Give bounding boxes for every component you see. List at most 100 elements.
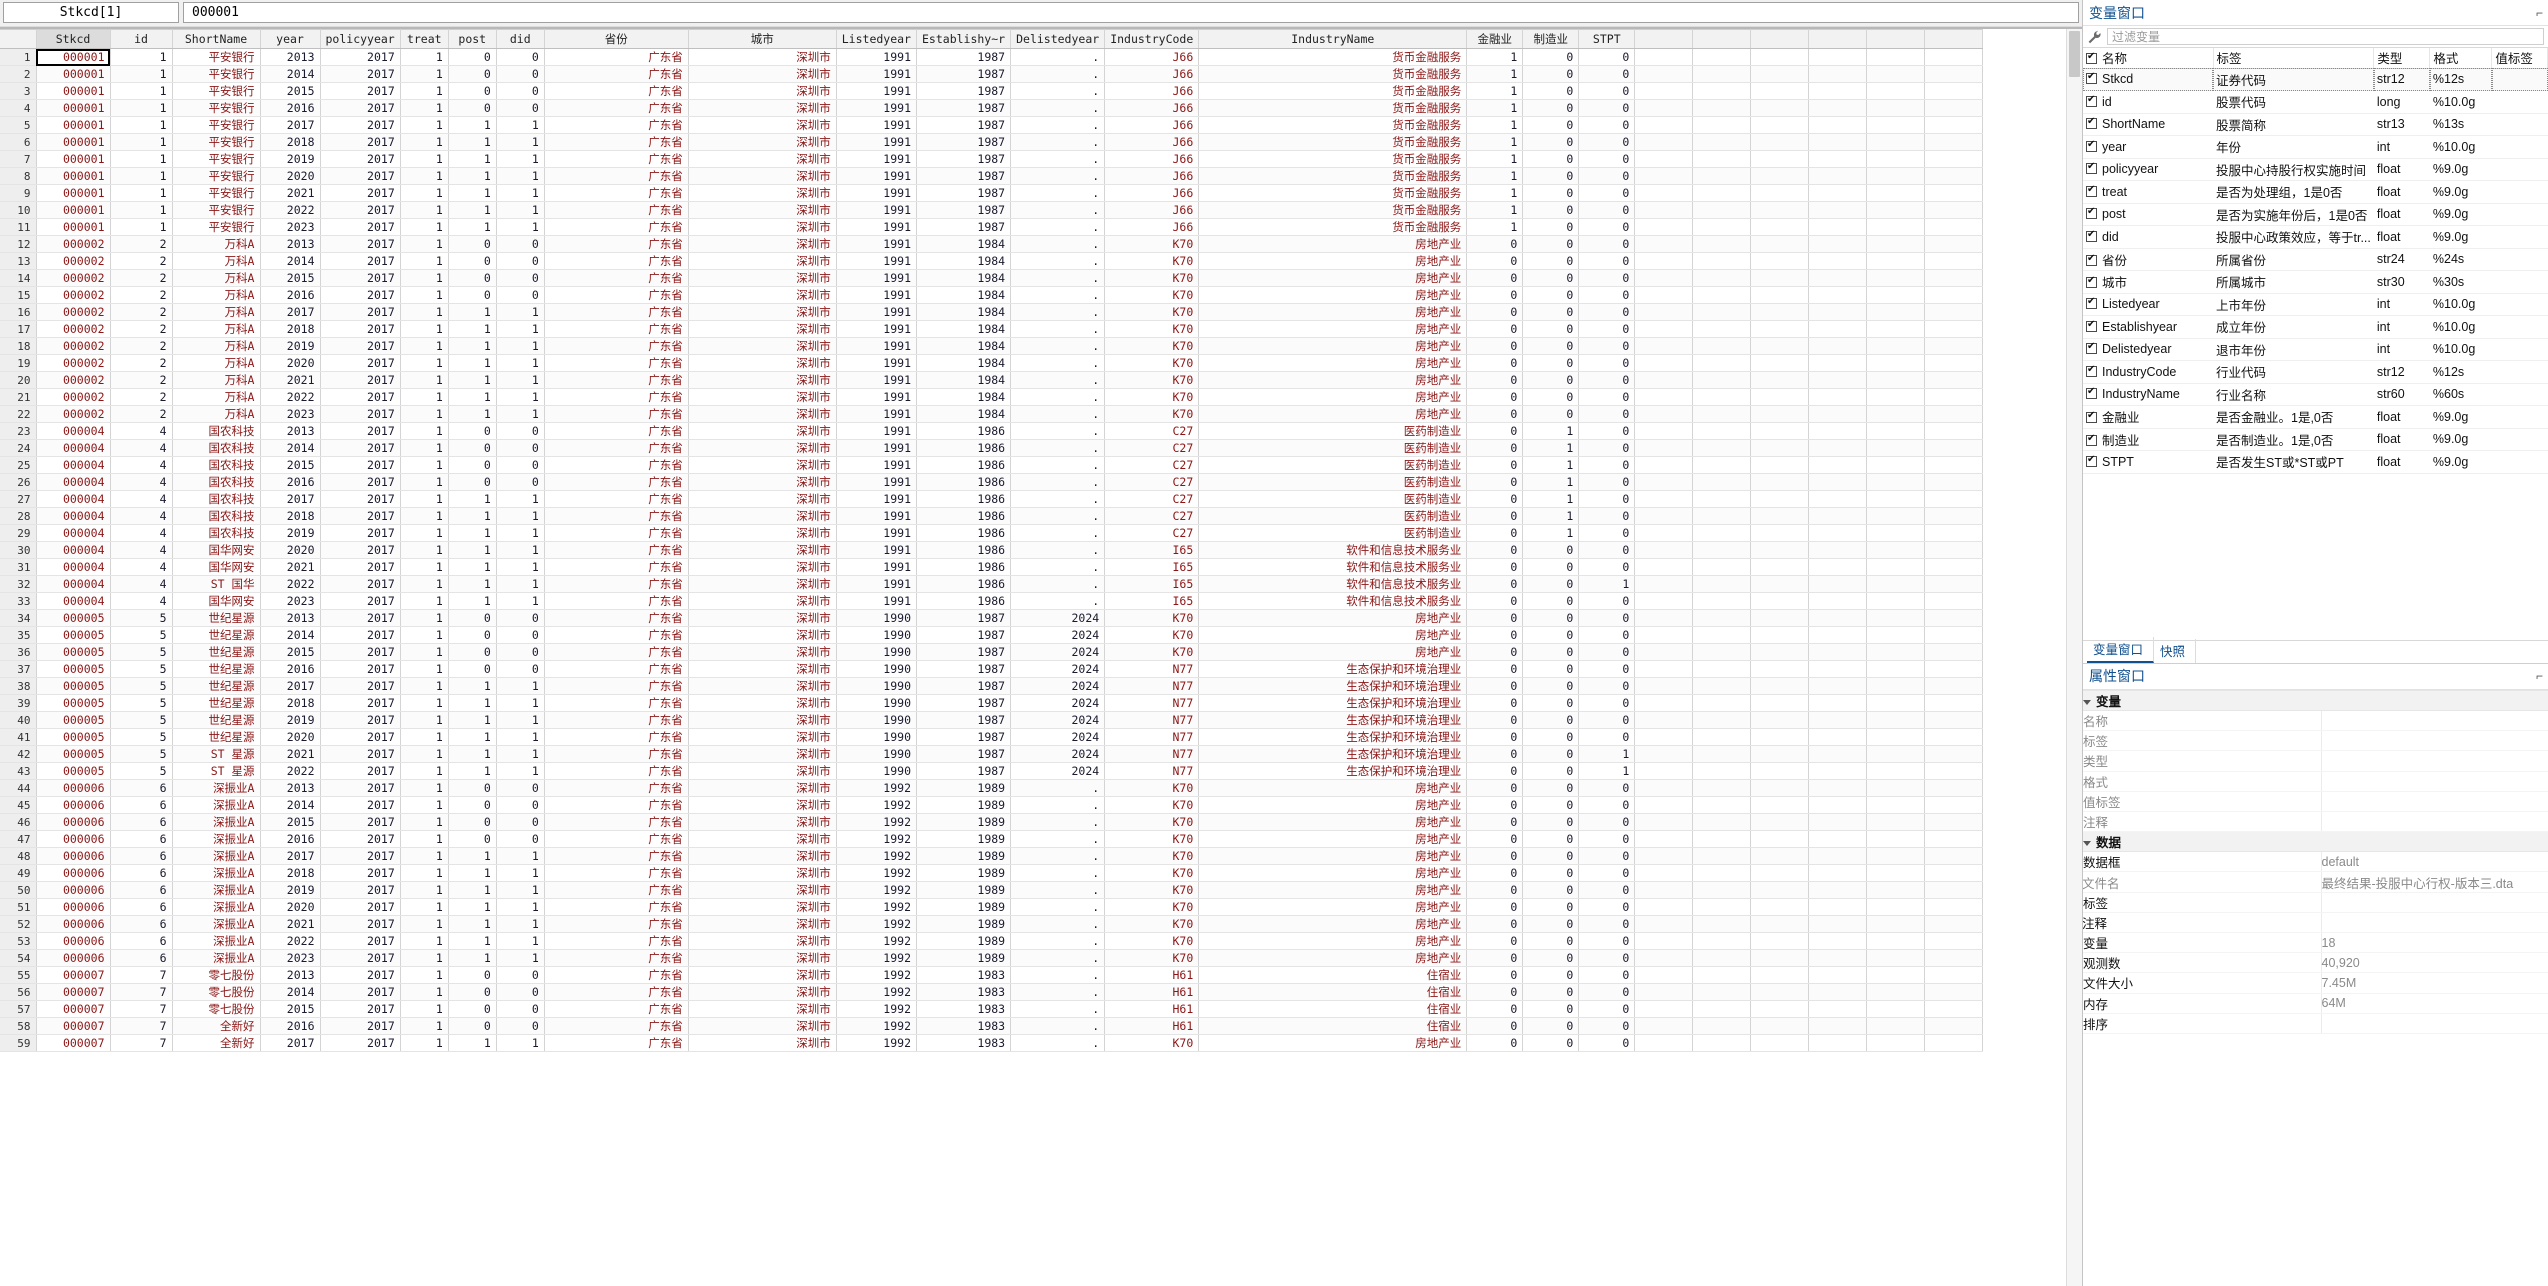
cell-Establishyear[interactable]: 1987 — [916, 150, 1012, 168]
variable-valuelabel-cell[interactable] — [2491, 315, 2548, 339]
cell-treat[interactable]: 1 — [400, 864, 449, 882]
cell-year[interactable]: 2020 — [260, 728, 321, 746]
cell-did[interactable]: 0 — [496, 456, 545, 474]
cell-year[interactable]: 2017 — [260, 1034, 321, 1052]
column-header-city[interactable]: 城市 — [688, 29, 837, 49]
cell-IndustryName[interactable]: 软件和信息技术服务业 — [1198, 592, 1468, 610]
cell-Listedyear[interactable]: 1991 — [836, 354, 918, 372]
cell-STPT[interactable]: 0 — [1578, 65, 1636, 83]
cell-Stkcd[interactable]: 000001 — [36, 116, 111, 134]
cell-did[interactable]: 1 — [496, 490, 545, 508]
column-header-did[interactable]: did — [496, 29, 545, 49]
cell-Delistedyear[interactable]: . — [1010, 779, 1106, 797]
variable-label-cell[interactable]: 是否为处理组，1是0否 — [2213, 180, 2374, 204]
cell-IndustryName[interactable]: 住宿业 — [1198, 983, 1468, 1001]
cell-year[interactable]: 2015 — [260, 813, 321, 831]
variable-type-cell[interactable]: str24 — [2373, 248, 2430, 271]
cell-post[interactable]: 0 — [448, 235, 497, 253]
cell-policyyear[interactable]: 2017 — [320, 864, 401, 882]
variable-name-cell[interactable]: ShortName — [2083, 113, 2213, 136]
cell-treat[interactable]: 1 — [400, 439, 449, 457]
cell-Listedyear[interactable]: 1992 — [836, 847, 918, 865]
cell-finance[interactable]: 0 — [1466, 456, 1524, 474]
variable-name-cell[interactable]: IndustryCode — [2083, 360, 2213, 384]
cell-Establishyear[interactable]: 1986 — [916, 507, 1012, 525]
table-row[interactable]: 15 000002 2 万科A 2016 2017 1 0 0 广东省 深圳市 1991 1984. K7… — [0, 286, 1984, 304]
cell-Establishyear[interactable]: 1989 — [916, 915, 1012, 933]
table-row[interactable]: 31 000004 4 国华网安 2021 2017 1 1 1 广东省 深圳市 1991 1986. I… — [0, 558, 1984, 576]
cell-treat[interactable]: 1 — [400, 660, 449, 678]
cell-Stkcd[interactable]: 000007 — [36, 966, 111, 984]
column-header-pad4[interactable] — [1808, 29, 1868, 49]
cell-did[interactable]: 0 — [496, 269, 545, 287]
cell-post[interactable]: 0 — [448, 48, 497, 66]
cell-post[interactable]: 0 — [448, 99, 497, 117]
table-row[interactable]: 48 000006 6 深振业A 2017 2017 1 1 1 广东省 深圳市 1992 1989. K… — [0, 847, 1984, 865]
cell-city[interactable]: 深圳市 — [688, 609, 837, 627]
cell-manufacture[interactable]: 0 — [1522, 660, 1580, 678]
cell-policyyear[interactable]: 2017 — [320, 490, 401, 508]
cell-policyyear[interactable]: 2017 — [320, 473, 401, 491]
cell-post[interactable]: 0 — [448, 626, 497, 644]
cell-id[interactable]: 5 — [110, 609, 173, 627]
cell-STPT[interactable]: 0 — [1578, 405, 1636, 423]
cell-Listedyear[interactable]: 1991 — [836, 252, 918, 270]
table-row[interactable]: 42 000005 5 ST 星源 2021 2017 1 1 1 广东省 深圳市 1990 1987 2… — [0, 745, 1984, 763]
property-value[interactable] — [2321, 710, 2548, 732]
cell-Delistedyear[interactable]: . — [1010, 966, 1106, 984]
cell-policyyear[interactable]: 2017 — [320, 439, 401, 457]
cell-city[interactable]: 深圳市 — [688, 643, 837, 661]
cell-Delistedyear[interactable]: 2024 — [1010, 762, 1106, 780]
table-row[interactable]: 25 000004 4 国农科技 2015 2017 1 0 0 广东省 深圳市 1991 1986. C… — [0, 456, 1984, 474]
cell-id[interactable]: 5 — [110, 728, 173, 746]
cell-did[interactable]: 1 — [496, 694, 545, 712]
cell-Stkcd[interactable]: 000005 — [36, 643, 111, 661]
cell-id[interactable]: 2 — [110, 371, 173, 389]
variable-visible-checkbox[interactable] — [2086, 161, 2097, 175]
cell-did[interactable]: 1 — [496, 541, 545, 559]
cell-id[interactable]: 6 — [110, 898, 173, 916]
table-row[interactable]: 59 000007 7 全新好 2017 2017 1 1 1 广东省 深圳市 1992 1983. K7… — [0, 1034, 1984, 1052]
cell-Establishyear[interactable]: 1986 — [916, 558, 1012, 576]
cell-Establishyear[interactable]: 1987 — [916, 745, 1012, 763]
cell-IndustryCode[interactable]: K70 — [1104, 354, 1200, 372]
cell-Listedyear[interactable]: 1992 — [836, 932, 918, 950]
cell-Delistedyear[interactable]: . — [1010, 558, 1106, 576]
variable-valuelabel-cell[interactable] — [2491, 293, 2548, 316]
cell-Listedyear[interactable]: 1991 — [836, 405, 918, 423]
cell-year[interactable]: 2015 — [260, 456, 321, 474]
cell-city[interactable]: 深圳市 — [688, 813, 837, 831]
column-header-policyyear[interactable]: policyyear — [320, 29, 401, 49]
cell-treat[interactable]: 1 — [400, 116, 449, 134]
cell-IndustryCode[interactable]: N77 — [1104, 745, 1200, 763]
cell-post[interactable]: 0 — [448, 252, 497, 270]
cell-finance[interactable]: 0 — [1466, 388, 1524, 406]
cell-id[interactable]: 1 — [110, 150, 173, 168]
row-number[interactable]: 39 — [0, 694, 37, 712]
cell-finance[interactable]: 0 — [1466, 983, 1524, 1001]
cell-Delistedyear[interactable]: . — [1010, 167, 1106, 185]
cell-STPT[interactable]: 0 — [1578, 660, 1636, 678]
row-number[interactable]: 53 — [0, 932, 37, 950]
cell-city[interactable]: 深圳市 — [688, 524, 837, 542]
cell-IndustryName[interactable]: 生态保护和环境治理业 — [1198, 762, 1468, 780]
cell-Listedyear[interactable]: 1991 — [836, 286, 918, 304]
table-row[interactable]: 12 000002 2 万科A 2013 2017 1 0 0 广东省 深圳市 1991 1984. K7… — [0, 235, 1984, 253]
cell-did[interactable]: 1 — [496, 201, 545, 219]
cell-did[interactable]: 0 — [496, 422, 545, 440]
cell-id[interactable]: 6 — [110, 881, 173, 899]
cell-post[interactable]: 1 — [448, 541, 497, 559]
cell-id[interactable]: 2 — [110, 269, 173, 287]
variable-visible-checkbox[interactable] — [2086, 364, 2097, 377]
variable-format-cell[interactable]: %24s — [2429, 248, 2492, 271]
cell-year[interactable]: 2014 — [260, 796, 321, 814]
cell-did[interactable]: 0 — [496, 1017, 545, 1035]
row-number[interactable]: 46 — [0, 813, 37, 831]
property-value[interactable]: 最终结果-投服中心行权-版本三.dta — [2321, 871, 2548, 893]
cell-Stkcd[interactable]: 000001 — [36, 99, 111, 117]
cell-city[interactable]: 深圳市 — [688, 116, 837, 134]
cell-Listedyear[interactable]: 1990 — [836, 694, 918, 712]
cell-id[interactable]: 4 — [110, 592, 173, 610]
row-number[interactable]: 1 — [0, 48, 37, 66]
